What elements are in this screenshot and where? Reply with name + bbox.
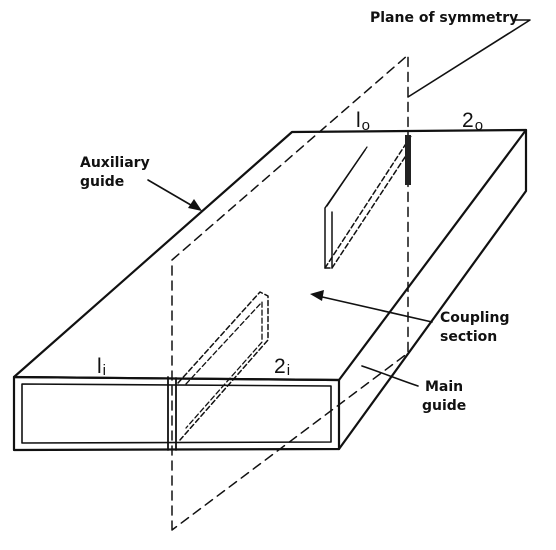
auxiliary-guide-leader	[147, 179, 197, 209]
coupling-section-arrowhead	[310, 290, 324, 301]
port-labels: lo 2o li 2i	[97, 109, 483, 379]
slot-near-dashed	[177, 291, 269, 441]
auxiliary-guide-label-line2: guide	[80, 174, 124, 190]
plane-of-symmetry-leader	[407, 19, 531, 98]
slot-far-lines	[324, 135, 412, 269]
coupling-section-label-line2: section	[440, 329, 497, 345]
slot-far-edge2	[326, 146, 368, 207]
slot-far-edges	[324, 149, 366, 269]
auxiliary-guide-arrowhead	[188, 199, 202, 211]
auxiliary-guide-label-line1: Auxiliary	[80, 155, 150, 171]
port-2i-label: 2i	[274, 355, 290, 379]
coupling-section-leader	[317, 295, 433, 323]
side-face-outline	[337, 128, 528, 451]
coupling-slot-far	[324, 135, 412, 269]
symmetry-plane-outline	[171, 54, 409, 531]
slot-near-inner	[185, 301, 263, 429]
symmetry-plane	[171, 54, 409, 531]
port-1o-label: lo	[356, 109, 370, 134]
front-face-outer	[12, 375, 341, 452]
leader-lines	[147, 19, 531, 387]
plane-of-symmetry-label: Plane of symmetry	[370, 10, 518, 26]
port-1i-label: li	[97, 355, 106, 379]
text-labels: Plane of symmetry Auxiliary guide Coupli…	[80, 10, 518, 414]
main-guide-label-line2: guide	[422, 398, 466, 414]
coupling-section-label-line1: Coupling	[440, 310, 509, 326]
main-guide-label-line1: Main	[425, 379, 463, 395]
port-2o-label: 2o	[462, 109, 483, 134]
coupling-slot-near	[177, 291, 269, 441]
slot-far-cut	[405, 135, 411, 185]
main-guide-leader	[361, 365, 419, 387]
